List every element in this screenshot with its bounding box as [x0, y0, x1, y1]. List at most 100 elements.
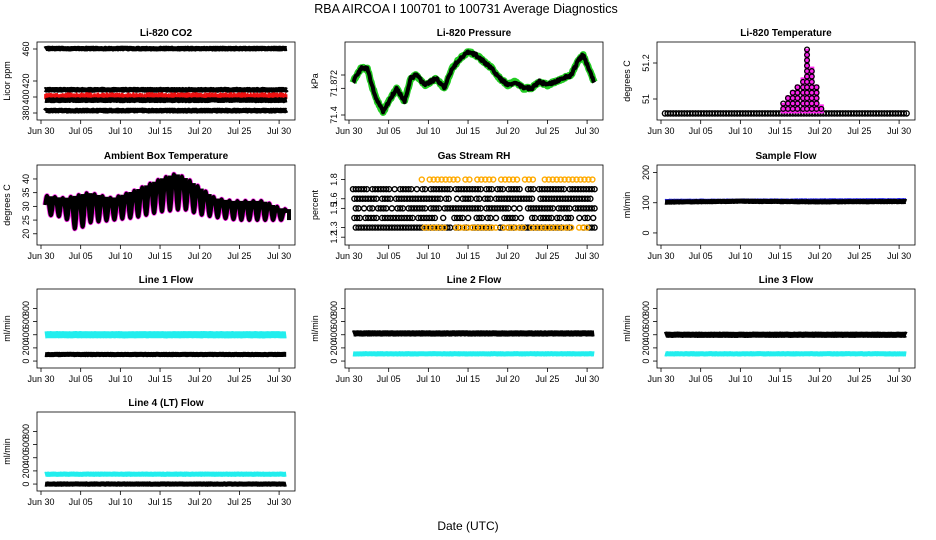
series-line	[43, 172, 289, 231]
y-tick-label: 400	[329, 327, 339, 342]
y-tick-label: 100	[641, 195, 651, 210]
y-tick-label: 71.4	[329, 106, 339, 124]
x-tick-label: Jul 25	[535, 374, 559, 384]
series-rh-black	[349, 185, 598, 231]
y-tick-label: 71.8	[329, 80, 339, 98]
x-tick-label: Jul 05	[377, 251, 401, 261]
x-tick-label: Jul 20	[808, 251, 832, 261]
y-tick-label: 460	[21, 41, 31, 56]
x-tick-label: Jul 15	[148, 126, 172, 136]
x-tick-label: Jul 15	[768, 126, 792, 136]
x-tick-label: Jul 10	[108, 497, 132, 507]
x-tick-label: Jun 30	[27, 251, 54, 261]
x-tick-label: Jul 10	[728, 251, 752, 261]
y-tick-label: 600	[329, 314, 339, 329]
x-tick-label: Jul 05	[377, 126, 401, 136]
y-tick-label: 20	[21, 229, 31, 239]
x-tick-label: Jul 10	[416, 374, 440, 384]
x-tick-label: Jul 10	[108, 251, 132, 261]
y-tick-label: 800	[641, 301, 651, 316]
panel-title: Gas Stream RH	[438, 151, 511, 162]
series-standard-2	[43, 86, 289, 93]
x-tick-label: Jul 20	[496, 126, 520, 136]
y-tick-label: 0	[329, 359, 339, 364]
x-tick-label: Jun 30	[335, 374, 362, 384]
x-tick-label: Jul 10	[416, 126, 440, 136]
x-tick-label: Jul 15	[768, 374, 792, 384]
x-tick-label: Jul 05	[689, 251, 713, 261]
x-tick-label: Jul 15	[768, 251, 792, 261]
x-tick-label: Jul 10	[108, 126, 132, 136]
panel-frame	[656, 164, 916, 246]
y-tick-label: 420	[21, 73, 31, 88]
x-tick-label: Jul 05	[377, 374, 401, 384]
panel-press: Li-820 Pressure kPa 71.4 71.872 Jun 30 Jul 05…	[310, 28, 604, 136]
y-tick-label: 800	[329, 301, 339, 316]
y-tick-label: 800	[21, 424, 31, 439]
x-tick-label: Jul 10	[728, 374, 752, 384]
panel-title: Li-820 CO2	[140, 28, 193, 39]
x-tick-label: Jul 25	[535, 126, 559, 136]
y-tick-label: 200	[21, 340, 31, 355]
x-tick-label: Jun 30	[27, 126, 54, 136]
panel-title: Sample Flow	[755, 151, 816, 162]
y-tick-label: 1.3	[329, 221, 339, 234]
x-tick-label: Jul 30	[575, 374, 599, 384]
panel-title: Line 4 (LT) Flow	[128, 398, 204, 409]
figure-x-label: Date (UTC)	[437, 519, 498, 533]
x-tick-label: Jul 15	[148, 251, 172, 261]
x-tick-label: Jul 20	[188, 497, 212, 507]
series-line-4-black	[43, 481, 288, 487]
panel-frame	[344, 288, 604, 369]
panel-frame	[344, 41, 604, 121]
series-standard-4	[43, 107, 289, 114]
panel-title: Li-820 Temperature	[740, 28, 832, 39]
y-tick-label: 1.6	[329, 192, 339, 205]
x-tick-label: Jul 05	[689, 374, 713, 384]
panel-data	[42, 171, 292, 232]
x-tick-label: Jul 25	[227, 251, 251, 261]
y-tick-label: 51.2	[641, 54, 651, 72]
x-tick-label: Jul 20	[188, 126, 212, 136]
panel-y-label: ml/min	[622, 192, 632, 219]
x-tick-label: Jul 30	[575, 251, 599, 261]
panel-title: Ambient Box Temperature	[104, 151, 229, 162]
x-tick-label: Jul 10	[108, 374, 132, 384]
panel-data	[43, 45, 289, 114]
x-tick-label: Jun 30	[647, 251, 674, 261]
panel-frame	[36, 411, 296, 492]
panel-y-label: percent	[310, 189, 320, 220]
y-tick-label: 200	[329, 340, 339, 355]
panel-data	[349, 48, 598, 116]
x-tick-label: Jul 30	[267, 497, 291, 507]
panel-data	[349, 176, 598, 231]
series-standard-3	[43, 97, 289, 104]
panel-frame	[656, 288, 916, 369]
series-pressure	[351, 49, 596, 115]
x-tick-label: Jul 15	[148, 374, 172, 384]
x-tick-label: Jul 10	[728, 126, 752, 136]
panel-y-label: ml/min	[622, 315, 632, 342]
y-tick-label: 400	[641, 327, 651, 342]
x-tick-label: Jun 30	[647, 126, 674, 136]
x-tick-label: Jul 05	[69, 374, 93, 384]
y-tick-label: 40	[21, 174, 31, 184]
figure-title: RBA AIRCOA I 100701 to 100731 Average Di…	[314, 2, 617, 16]
y-tick-label: 600	[641, 314, 651, 329]
panel-data	[350, 330, 597, 357]
x-tick-label: Jul 25	[227, 497, 251, 507]
y-tick-label: 51	[641, 94, 651, 104]
panel-data	[661, 46, 910, 117]
panel-rh: Gas Stream RH percent 1.21.3 1.51.6 1.8 Jun 3…	[310, 151, 604, 261]
x-tick-label: Jul 05	[69, 497, 93, 507]
panel-data	[662, 331, 909, 357]
x-tick-label: Jun 30	[27, 497, 54, 507]
y-tick-label: 400	[21, 450, 31, 465]
x-tick-label: Jul 30	[575, 126, 599, 136]
panel-abtemp: Ambient Box Temperature degrees C 20 25 30 35…	[2, 151, 296, 261]
